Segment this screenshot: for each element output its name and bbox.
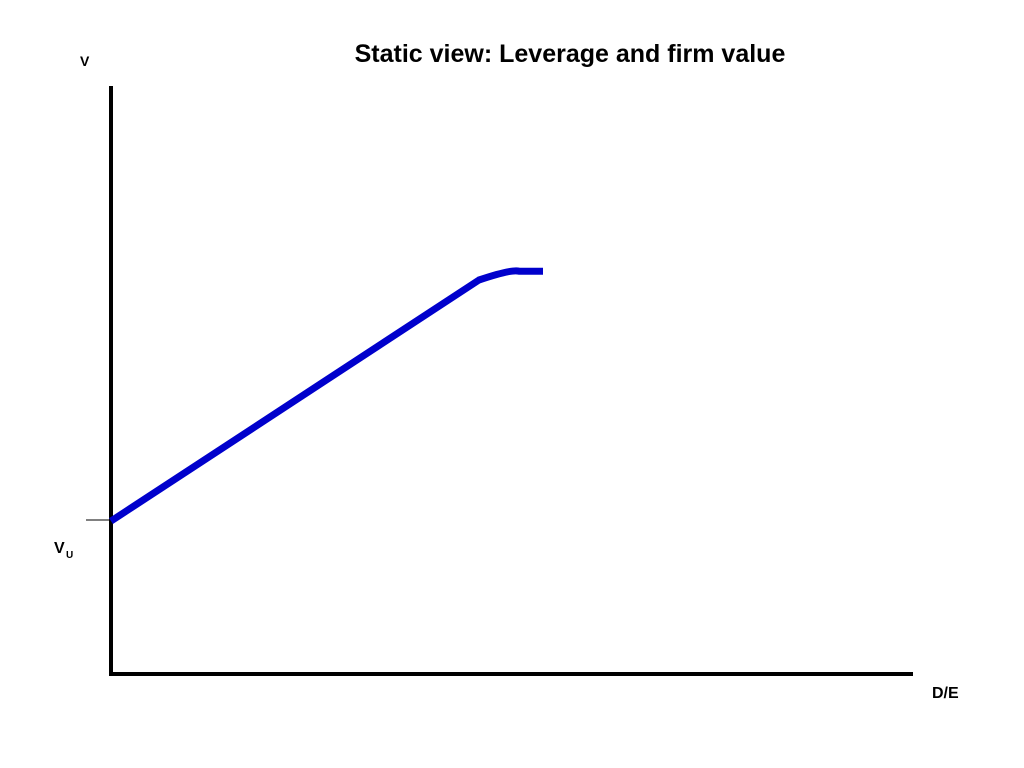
chart-title: Static view: Leverage and firm value xyxy=(354,40,786,68)
x-axis-label: D/E xyxy=(932,685,959,702)
firm-value-line xyxy=(109,267,543,525)
vu-label-sub: U xyxy=(66,550,73,561)
y-axis-label: V xyxy=(80,53,90,69)
vu-label-main: V xyxy=(54,540,65,557)
